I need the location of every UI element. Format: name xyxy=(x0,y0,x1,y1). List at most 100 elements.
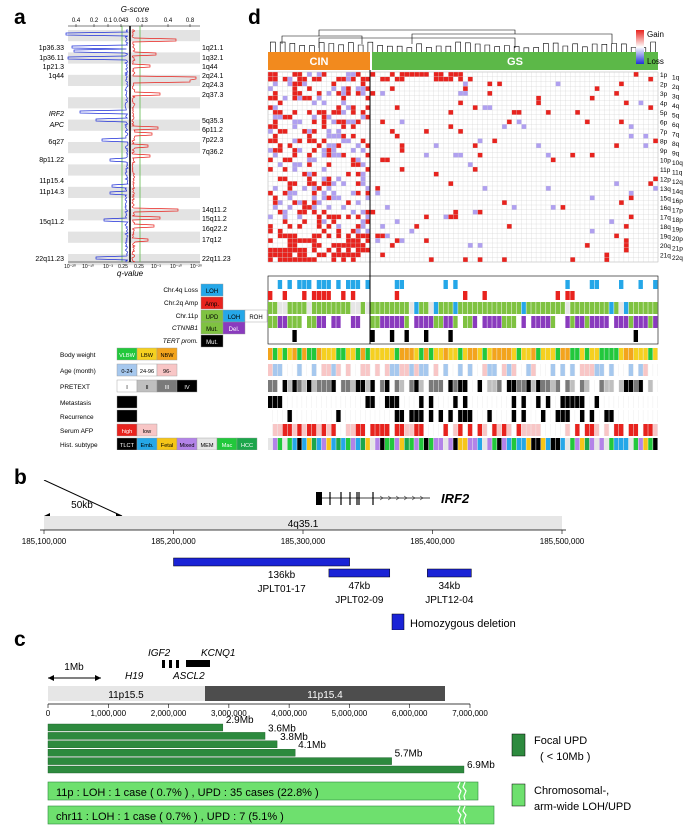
clinical-cell xyxy=(570,438,575,450)
clinical-cell xyxy=(268,380,273,392)
arm-label: 7q xyxy=(672,132,680,139)
focal-upd-bar xyxy=(47,732,266,740)
clinical-cell xyxy=(482,396,487,408)
genomic-cell xyxy=(560,302,565,314)
clinical-cell xyxy=(628,438,634,450)
clinical-cell xyxy=(502,364,507,376)
cn-cell xyxy=(272,247,278,253)
clinical-cell xyxy=(331,364,336,376)
clinical-cell xyxy=(570,396,575,408)
genomic-cell xyxy=(511,302,517,314)
gain-label: 2q24.3 xyxy=(202,82,224,89)
band-11p155-label: 11p15.5 xyxy=(108,690,144,701)
clinical-cell xyxy=(399,364,405,376)
clinical-cell xyxy=(428,424,434,436)
genomic-cell xyxy=(472,316,478,328)
arm-label: 5q xyxy=(672,113,680,120)
arm-wide-label: chr11 : LOH : 1 case ( 0.7% ) , UPD : 7 … xyxy=(56,811,284,823)
cn-cell xyxy=(472,167,478,172)
cn-cell xyxy=(336,224,342,229)
clinical-cell xyxy=(272,410,278,422)
cn-cell xyxy=(350,110,356,115)
cn-cell xyxy=(321,148,327,153)
genomic-cell xyxy=(599,316,604,328)
clinical-cell xyxy=(321,396,327,408)
cn-cell xyxy=(292,81,298,87)
genomic-cell xyxy=(594,280,600,289)
cn-cell xyxy=(302,209,308,215)
cn-cell xyxy=(453,209,459,215)
genomic-cell xyxy=(628,316,634,328)
genomic-cell xyxy=(326,302,331,314)
clinical-cell xyxy=(272,348,278,360)
cn-cell xyxy=(326,143,332,148)
clinical-cell xyxy=(550,380,556,392)
clinical-cell xyxy=(321,364,327,376)
clinical-cell xyxy=(638,396,643,408)
q-tick: 0.25 xyxy=(134,264,144,270)
cn-cell xyxy=(399,143,405,148)
genomic-cell xyxy=(268,316,273,328)
c-axis-tick: 5,000,000 xyxy=(332,709,368,718)
q-value-ticks: 10⁻²⁰ 10⁻¹⁰ 10⁻³ 0.25 0.25 10⁻³ 10⁻¹⁰ 10⁻²⁰ xyxy=(64,261,202,270)
genomic-cell xyxy=(370,330,375,342)
cn-cell xyxy=(292,110,298,115)
genomic-cell xyxy=(609,302,614,314)
cn-cell xyxy=(292,152,298,158)
genomic-cell xyxy=(365,302,370,314)
clinical-cell xyxy=(565,380,570,392)
clinical-cell xyxy=(277,348,283,360)
clinical-cell xyxy=(521,424,526,436)
clinical-cell xyxy=(599,364,604,376)
clinical-cell xyxy=(326,348,331,360)
cn-cell xyxy=(502,200,507,205)
panel-label-d: d xyxy=(248,6,261,29)
genomic-cell xyxy=(550,302,556,314)
cn-cell xyxy=(355,247,361,253)
focal-legend-2: ( < 10Mb ) xyxy=(540,751,590,763)
clinical-cell xyxy=(584,424,590,436)
clinical-cell xyxy=(565,424,570,436)
clinical-cell xyxy=(526,410,531,422)
cn-cell xyxy=(355,143,361,148)
cn-cell xyxy=(297,200,303,205)
cn-cell xyxy=(545,152,551,158)
cn-cell xyxy=(350,133,356,139)
clinical-cell xyxy=(550,424,556,436)
cn-cell xyxy=(550,157,556,163)
clinical-cell xyxy=(375,438,380,450)
cn-cell xyxy=(433,143,439,148)
dendro-leaf xyxy=(621,43,627,52)
arm-label: 12p xyxy=(660,176,671,183)
clinical-cell xyxy=(443,380,448,392)
genomic-cell xyxy=(492,316,497,328)
genomic-cell xyxy=(268,302,273,314)
clinical-cell xyxy=(502,348,507,360)
arm-label: 2p xyxy=(660,81,668,88)
clinical-cell xyxy=(448,364,453,376)
clinical-cell xyxy=(584,364,590,376)
genomic-cell xyxy=(438,302,444,314)
clinical-cell xyxy=(560,438,565,450)
clinical-cell xyxy=(389,424,395,436)
cn-cell xyxy=(287,233,293,239)
clinical-cell xyxy=(545,396,551,408)
clinical-cell xyxy=(453,396,458,408)
clinical-cell xyxy=(594,424,600,436)
legend-key-label: Mixed xyxy=(180,443,195,449)
loss-peak-labels: 1p36.331p36.111p21.31q44IRF2APC6q278p11.… xyxy=(35,45,65,263)
arm-label: 7p xyxy=(660,129,668,136)
cn-cell xyxy=(350,190,356,196)
cn-cell xyxy=(458,129,464,134)
clinical-cell xyxy=(580,424,585,436)
cn-cell xyxy=(350,157,356,163)
clinical-cell xyxy=(399,438,405,450)
cn-cell xyxy=(307,171,312,177)
c-axis-tick: 3,000,000 xyxy=(211,709,247,718)
cn-cell xyxy=(292,138,298,144)
legend-key-label: high xyxy=(122,429,133,435)
genomic-cell xyxy=(277,280,283,289)
cn-cell xyxy=(628,190,634,196)
arm-label: 10p xyxy=(660,157,671,164)
cn-cell xyxy=(321,72,327,77)
